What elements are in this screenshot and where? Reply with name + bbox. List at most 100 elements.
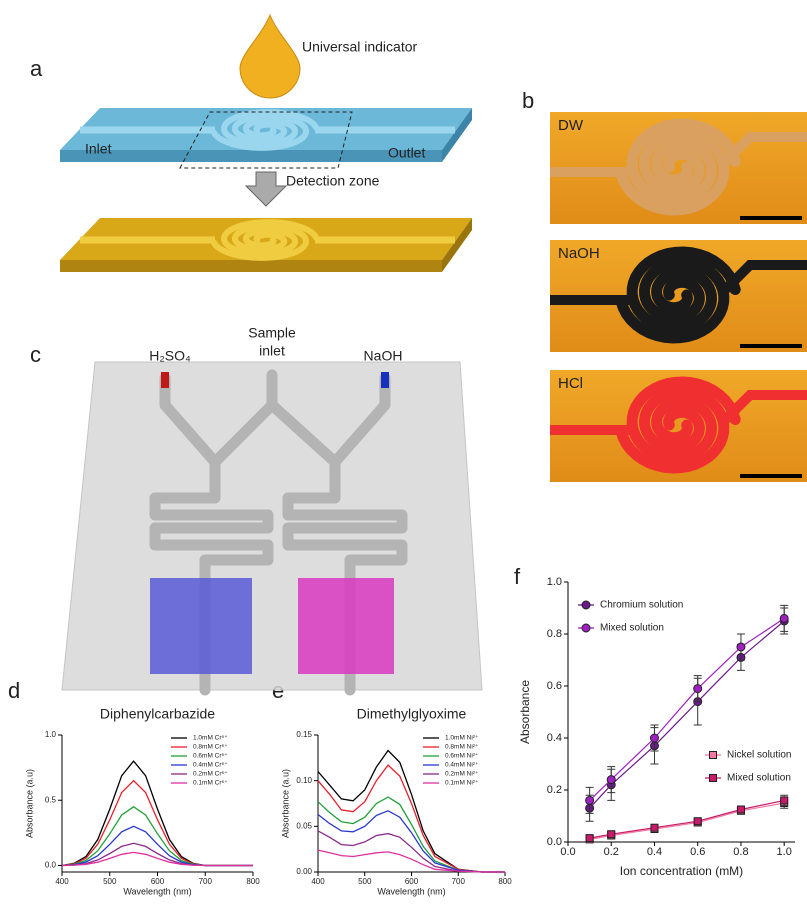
y-tick-label: 1.0 (45, 730, 57, 739)
marker (694, 818, 701, 825)
legend-label: Mixed solution (600, 623, 664, 634)
legend-label: Nickel solution (727, 750, 791, 761)
y-tick-label: 0.0 (45, 861, 57, 870)
detection-zone-cr (150, 578, 252, 674)
x-tick-label: 800 (246, 877, 260, 886)
y-tick-label: 0.00 (296, 867, 312, 876)
series-line (62, 843, 253, 865)
x-axis-label: Wavelength (nm) (123, 886, 191, 896)
x-tick-label: 500 (103, 877, 117, 886)
x-axis-label: Wavelength (nm) (377, 886, 445, 896)
figure: a b c d e f Universal indicator Inlet Ou… (0, 0, 807, 911)
legend-marker (710, 752, 717, 759)
x-tick-label: 0.0 (560, 846, 575, 858)
x-tick-label: 700 (452, 877, 466, 886)
x-tick-label: 400 (55, 877, 69, 886)
y-tick-label: 0.15 (296, 730, 312, 739)
marker (650, 734, 658, 742)
sample-label: inlet (259, 343, 285, 359)
scale-bar (740, 344, 802, 348)
panel-label: c (30, 342, 41, 367)
legend-label: 0.2mM Cr⁶⁺ (193, 771, 228, 778)
indicator-drop (240, 15, 300, 98)
legend-label: 0.8mM Cr⁶⁺ (193, 744, 228, 751)
x-tick-label: 800 (498, 877, 512, 886)
photo-group: DW NaOH HCl (550, 112, 807, 482)
legend-label: Mixed solution (727, 773, 791, 784)
legend-label: 0.8mM Ni²⁺ (445, 744, 479, 751)
y-axis-label: Absorbance (518, 680, 532, 744)
acid-port (161, 372, 169, 388)
series-line (62, 807, 253, 866)
detection-zone-ni (298, 578, 394, 674)
legend-label: Chromium solution (600, 600, 683, 611)
scale-bar (740, 474, 802, 478)
y-tick-label: 0.5 (45, 795, 57, 804)
sample-label: Sample (248, 325, 296, 341)
series-line (590, 803, 785, 839)
legend-label: 0.2mM Ni²⁺ (445, 771, 479, 778)
y-tick-label: 0.8 (547, 628, 562, 640)
marker (586, 796, 594, 804)
y-tick-label: 0.2 (547, 784, 562, 796)
y-tick-label: 0.4 (547, 732, 562, 744)
legend-label: 0.4mM Ni²⁺ (445, 762, 479, 769)
legend-label: 0.4mM Cr⁶⁺ (193, 762, 228, 769)
y-tick-label: 0.0 (547, 836, 562, 848)
x-tick-label: 600 (405, 877, 419, 886)
x-tick-label: 0.2 (604, 846, 619, 858)
arrow (246, 172, 286, 206)
x-tick-label: 700 (199, 877, 213, 886)
series-line (590, 800, 785, 838)
series-line (318, 850, 505, 872)
chart-title: Dimethylglyoxime (357, 706, 467, 722)
legend-label: 1.0mM Cr⁶⁺ (193, 735, 228, 742)
photo-label: DW (558, 117, 584, 134)
base-label: NaOH (364, 348, 403, 364)
marker (694, 685, 702, 693)
legend-marker (582, 601, 590, 609)
base-port (381, 372, 389, 388)
marker (737, 643, 745, 651)
x-tick-label: 500 (358, 877, 372, 886)
marker (781, 797, 788, 804)
marker (586, 835, 593, 842)
y-axis-label: Absorbance (a.u) (280, 769, 290, 838)
x-tick-label: 600 (151, 877, 165, 886)
legend-marker (710, 775, 717, 782)
panel-label: a (30, 56, 43, 81)
marker (607, 776, 615, 784)
x-tick-label: 0.8 (733, 846, 748, 858)
y-tick-label: 0.05 (296, 821, 312, 830)
series-line (318, 797, 505, 872)
legend-label: 0.6mM Cr⁶⁺ (193, 753, 228, 760)
x-tick-label: 0.6 (690, 846, 705, 858)
panel-label: d (8, 678, 20, 703)
photo-label: HCl (558, 375, 583, 392)
series-line (318, 831, 505, 872)
chip-side (60, 150, 442, 162)
x-tick-label: 0.4 (647, 846, 662, 858)
zone-label: Detection zone (286, 173, 380, 189)
x-axis-label: Ion concentration (mM) (620, 864, 743, 878)
y-axis-label: Absorbance (a.u) (24, 769, 34, 838)
y-tick-label: 0.10 (296, 776, 312, 785)
legend-label: 0.6mM Ni²⁺ (445, 753, 479, 760)
series-line (318, 811, 505, 872)
acid-label: H₂SO₄ (149, 348, 191, 364)
chip-side (60, 260, 442, 272)
inlet-label: Inlet (85, 141, 112, 157)
series-line (62, 826, 253, 865)
y-tick-label: 1.0 (547, 576, 562, 588)
outlet-label: Outlet (388, 145, 425, 161)
marker (608, 831, 615, 838)
legend-label: 0.1mM Cr⁶⁺ (193, 780, 228, 787)
panel-label: b (522, 88, 534, 113)
photo-label: NaOH (558, 245, 600, 262)
marker (651, 824, 658, 831)
marker (780, 614, 788, 622)
legend-marker (582, 624, 590, 632)
y-tick-label: 0.6 (547, 680, 562, 692)
scale-bar (740, 216, 802, 220)
chart-title: Diphenylcarbazide (100, 706, 215, 722)
